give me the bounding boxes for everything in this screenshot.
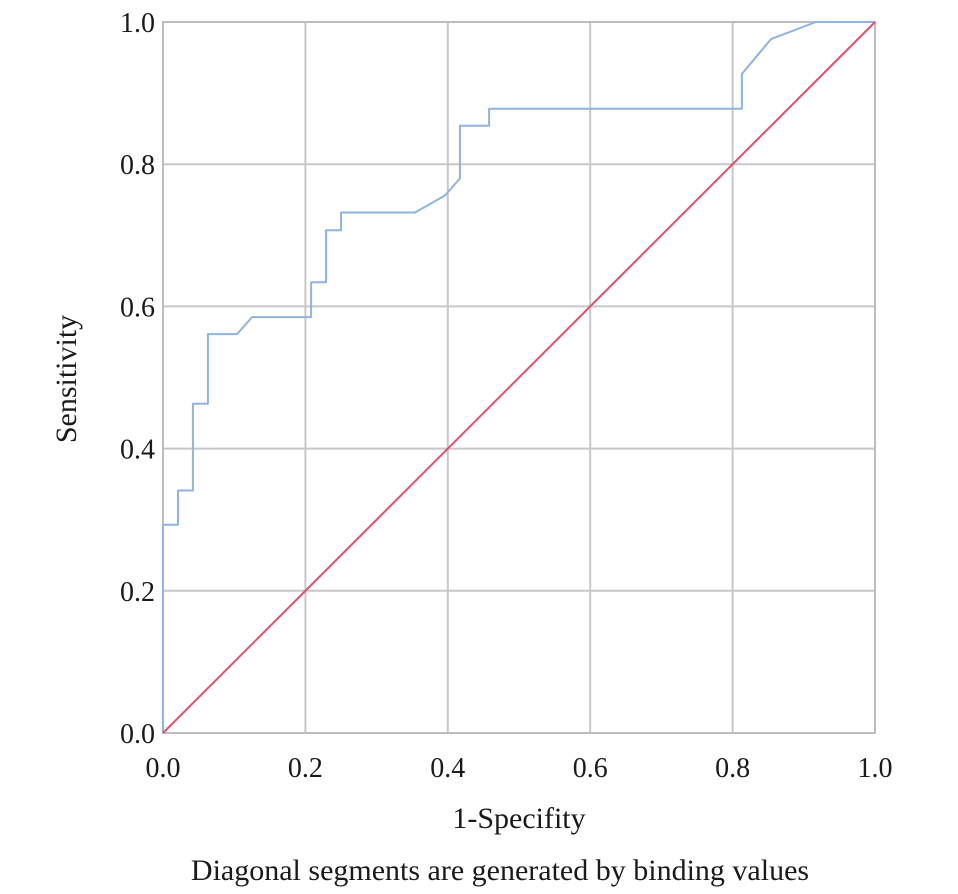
x-axis-label: 1-Specifity bbox=[452, 802, 585, 835]
x-tick-labels: 0.0 0.2 0.4 0.6 0.8 1.0 bbox=[146, 753, 893, 784]
reference-diagonal-line bbox=[162, 21, 876, 734]
x-tick-label: 0.6 bbox=[573, 753, 608, 784]
y-tick-label: 0.6 bbox=[120, 292, 155, 323]
y-tick-labels: 0.0 0.2 0.4 0.6 0.8 1.0 bbox=[120, 8, 155, 750]
x-tick-label: 1.0 bbox=[858, 753, 893, 784]
y-tick-label: 0.8 bbox=[120, 150, 155, 181]
plot-frame bbox=[162, 21, 876, 734]
y-axis-label: Sensitivity bbox=[50, 315, 83, 443]
x-tick-label: 0.0 bbox=[146, 753, 181, 784]
roc-curve-line bbox=[162, 21, 875, 733]
y-tick-label: 0.2 bbox=[120, 577, 155, 608]
x-tick-label: 0.8 bbox=[715, 753, 750, 784]
y-tick-label: 1.0 bbox=[120, 8, 155, 39]
x-tick-label: 0.4 bbox=[430, 753, 465, 784]
y-tick-label: 0.4 bbox=[120, 435, 155, 466]
x-tick-label: 0.2 bbox=[288, 753, 323, 784]
caption: Diagonal segments are generated by bindi… bbox=[191, 854, 809, 887]
series-layer bbox=[162, 21, 876, 734]
y-tick-label: 0.0 bbox=[120, 719, 155, 750]
